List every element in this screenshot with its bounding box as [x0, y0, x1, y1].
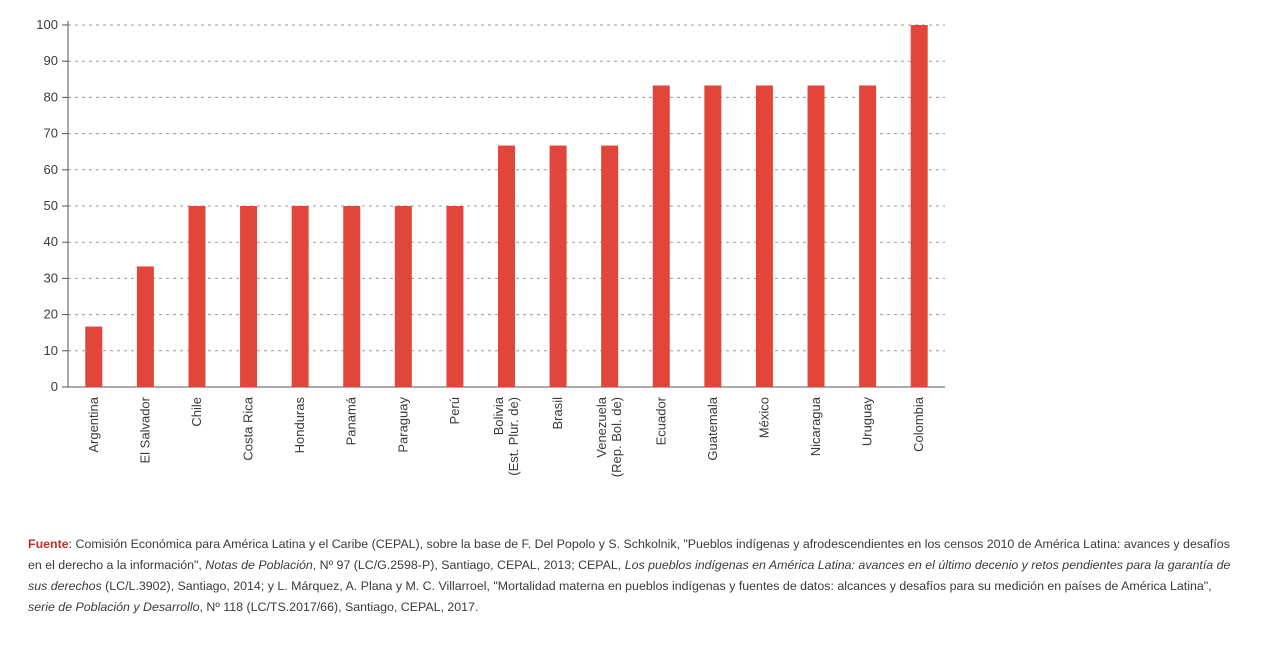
x-tick-label: Venezuela (Rep. Bol. de) [594, 396, 624, 477]
bar [291, 206, 309, 387]
y-axis: 0 10 20 30 40 50 60 70 80 90 100 [36, 17, 945, 394]
x-tick-label: Paraguay [395, 397, 410, 453]
x-tick-label: Bolivia (Est. Plur. de) [491, 396, 521, 476]
x-tick-label-line: Ecuador [653, 396, 668, 445]
x-tick-label-line: Venezuela [594, 396, 609, 457]
x-tick-label-line: (Est. Plur. de) [506, 397, 521, 476]
bar-chart: 0 10 20 30 40 50 60 70 80 90 100 Argentina El Salva… [36, 17, 945, 477]
bar [859, 85, 877, 387]
y-tick-label: 50 [44, 198, 58, 213]
source-label: Fuente [28, 537, 69, 551]
x-tick-label-line: Paraguay [395, 397, 410, 453]
x-tick-label-line: Brasil [550, 397, 565, 430]
x-tick-label: Panamá [344, 396, 359, 445]
y-tick-label: 0 [51, 379, 58, 394]
y-tick-label: 90 [44, 53, 58, 68]
source-italic-text: serie de Población y Desarrollo [28, 600, 200, 614]
x-tick-label-line: Guatemala [705, 396, 720, 460]
bar [446, 206, 464, 387]
y-tick-label: 20 [44, 307, 58, 322]
y-tick-label: 80 [44, 89, 58, 104]
bar [549, 145, 567, 387]
x-tick-label-line: (Rep. Bol. de) [609, 397, 624, 477]
bar [85, 326, 103, 387]
bar [394, 206, 412, 387]
source-text: , Nº 97 (LC/G.2598-P), Santiago, CEPAL, … [312, 558, 625, 572]
x-tick-label: México [756, 397, 771, 438]
bar [343, 206, 361, 387]
y-tick-label: 100 [36, 17, 58, 32]
source-text: (LC/L.3902), Santiago, 2014; y L. Márque… [101, 579, 1212, 593]
source-text: : Comisión Económica para América Latina… [28, 537, 1230, 572]
bar [807, 85, 825, 387]
x-tick-label: Chile [189, 397, 204, 427]
x-tick-label: Honduras [292, 397, 307, 454]
bar [498, 145, 515, 387]
bar [240, 206, 258, 387]
source-text: , Nº 118 (LC/TS.2017/66), Santiago, CEPA… [199, 600, 479, 614]
bar [188, 206, 206, 387]
x-tick-label-line: Argentina [86, 396, 101, 452]
x-tick-label-line: Chile [189, 397, 204, 427]
source-italic-text: Notas de Población [205, 558, 313, 572]
x-tick-label-line: Nicaragua [808, 396, 823, 456]
x-tick-label-line: Honduras [292, 397, 307, 454]
bar [704, 85, 722, 387]
x-tick-label: Costa Rica [241, 396, 256, 460]
x-tick-label-line: Costa Rica [241, 396, 256, 460]
x-tick-label: Nicaragua [808, 396, 823, 456]
x-tick-label: Argentina [86, 396, 101, 452]
x-tick-label: Colombia [911, 396, 926, 452]
x-tick-label: Brasil [550, 397, 565, 430]
y-tick-label: 70 [44, 126, 58, 141]
y-tick-label: 10 [44, 343, 58, 358]
x-tick-label-line: Perú [447, 397, 462, 424]
x-tick-label-line: Uruguay [860, 397, 875, 447]
y-tick-label: 60 [44, 162, 58, 177]
x-tick-label: Uruguay [860, 397, 875, 447]
x-tick-label-line: El Salvador [137, 396, 152, 463]
source-italic-text: Los pueblos indígenas en América Latina:… [28, 558, 1231, 593]
bar [136, 266, 154, 387]
x-tick-label: Ecuador [653, 396, 668, 445]
source-note: Fuente: Comisión Económica para América … [28, 534, 1236, 618]
bar [601, 145, 619, 387]
gridlines [68, 24, 945, 352]
bars [85, 25, 928, 387]
y-tick-label: 30 [44, 270, 58, 285]
x-tick-label-line: Bolivia [491, 396, 506, 435]
x-axis-labels: Argentina El Salvador Chile Costa Rica Hondu… [86, 396, 926, 477]
x-tick-label: Guatemala [705, 396, 720, 460]
bar [755, 85, 773, 387]
bar [652, 85, 670, 387]
x-tick-label-line: Panamá [344, 396, 359, 445]
x-tick-label-line: México [756, 397, 771, 438]
bar [910, 25, 928, 387]
x-tick-label-line: Colombia [911, 396, 926, 452]
x-tick-label: Perú [447, 397, 462, 424]
x-tick-label: El Salvador [137, 396, 152, 463]
y-tick-label: 40 [44, 234, 58, 249]
